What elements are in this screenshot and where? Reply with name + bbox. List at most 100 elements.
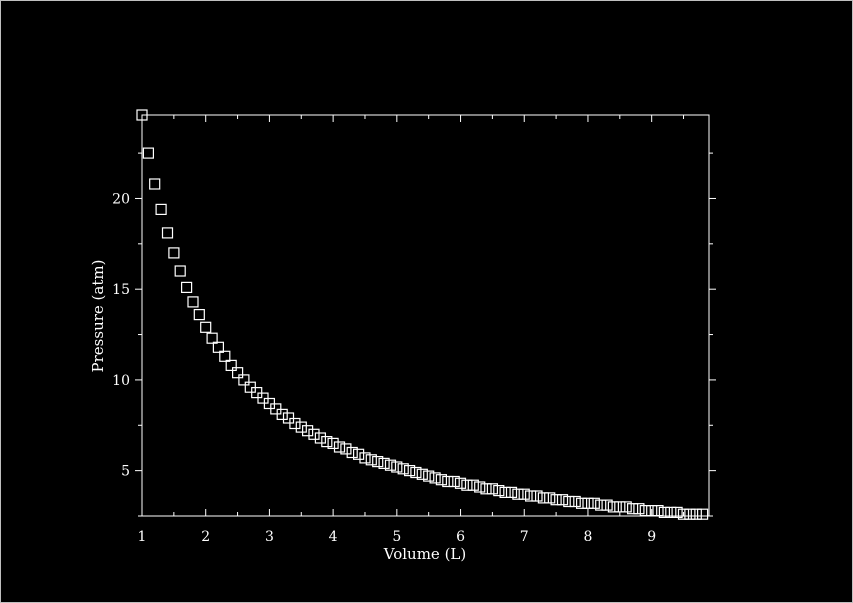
y-tick-label: 10 <box>112 373 130 389</box>
x-tick-label: 4 <box>329 529 338 545</box>
data-point <box>174 265 186 277</box>
axis-ticks <box>135 115 716 517</box>
data-point <box>614 501 626 513</box>
data-point <box>365 454 377 466</box>
y-axis-label: Pressure (atm) <box>89 260 107 373</box>
data-point <box>595 499 607 511</box>
x-tick-label: 1 <box>138 529 147 545</box>
data-point <box>626 503 639 515</box>
data-point <box>524 490 537 502</box>
data-point <box>212 341 224 353</box>
data-points <box>136 109 709 520</box>
data-point <box>601 499 613 511</box>
data-point <box>276 408 288 420</box>
data-point <box>665 506 677 518</box>
data-point <box>423 470 435 482</box>
data-point <box>658 506 671 518</box>
data-point <box>168 247 180 259</box>
x-tick-label: 5 <box>392 529 401 545</box>
data-point <box>346 446 358 459</box>
data-point <box>499 486 511 498</box>
data-point <box>575 497 588 509</box>
data-point <box>219 350 231 362</box>
data-point <box>639 505 651 517</box>
data-point <box>378 457 390 469</box>
data-point <box>550 494 562 506</box>
data-point <box>684 508 696 520</box>
data-point <box>512 488 524 500</box>
x-tick-label: 2 <box>201 529 210 545</box>
data-point <box>206 332 218 344</box>
data-point <box>372 456 384 468</box>
data-point <box>193 309 205 321</box>
data-point <box>155 203 167 215</box>
data-point <box>588 497 600 509</box>
data-point <box>384 459 397 471</box>
data-point <box>149 178 161 190</box>
data-point <box>563 495 575 508</box>
x-axis-label: Volume (L) <box>383 545 466 563</box>
data-point <box>505 486 518 498</box>
data-point <box>652 505 664 517</box>
data-point <box>486 483 498 495</box>
y-tick-label: 20 <box>112 191 130 207</box>
data-point <box>569 495 581 508</box>
data-point <box>531 490 543 502</box>
data-point <box>544 492 556 504</box>
data-point <box>302 425 314 437</box>
data-point <box>295 421 307 433</box>
data-point <box>359 452 371 464</box>
data-point <box>289 417 301 430</box>
x-tick-label: 9 <box>647 529 656 545</box>
data-point <box>671 506 683 518</box>
data-point <box>677 508 690 520</box>
data-point <box>308 428 320 440</box>
data-point <box>404 465 416 477</box>
data-point <box>633 503 645 515</box>
x-tick-label: 3 <box>265 529 274 545</box>
data-point <box>474 481 486 493</box>
data-point <box>448 475 460 488</box>
data-point <box>200 321 212 333</box>
data-point <box>480 483 492 495</box>
y-tick-label: 5 <box>121 464 130 480</box>
data-point <box>232 367 244 379</box>
data-point <box>410 466 422 479</box>
x-tick-label: 8 <box>583 529 592 545</box>
data-point <box>690 508 702 520</box>
data-point <box>461 479 473 491</box>
data-point <box>620 501 632 513</box>
data-point <box>493 485 505 497</box>
data-point <box>340 443 352 455</box>
data-point <box>187 296 199 308</box>
data-point <box>333 441 346 453</box>
tick-labels: 1 2 3 4 5 6 7 8 9 5 10 15 20 <box>112 191 656 545</box>
data-point <box>314 432 326 444</box>
data-point <box>429 472 441 484</box>
data-point <box>518 488 530 500</box>
data-point <box>397 463 409 475</box>
data-point <box>556 494 569 506</box>
data-point <box>646 505 658 517</box>
data-point <box>161 227 174 239</box>
data-point <box>582 497 594 509</box>
data-point <box>238 374 250 386</box>
data-point <box>353 448 365 460</box>
data-point <box>435 474 447 486</box>
data-point <box>537 492 550 504</box>
data-point <box>391 461 403 473</box>
data-point <box>607 501 620 513</box>
data-point <box>327 437 339 449</box>
x-tick-label: 7 <box>520 529 529 545</box>
data-point <box>225 359 237 371</box>
data-point <box>696 508 709 520</box>
data-point <box>142 147 154 159</box>
data-point <box>467 479 479 491</box>
data-point <box>181 281 193 293</box>
data-point <box>136 109 148 121</box>
x-tick-label: 6 <box>456 529 465 545</box>
data-point <box>442 475 454 488</box>
data-point <box>454 477 467 489</box>
